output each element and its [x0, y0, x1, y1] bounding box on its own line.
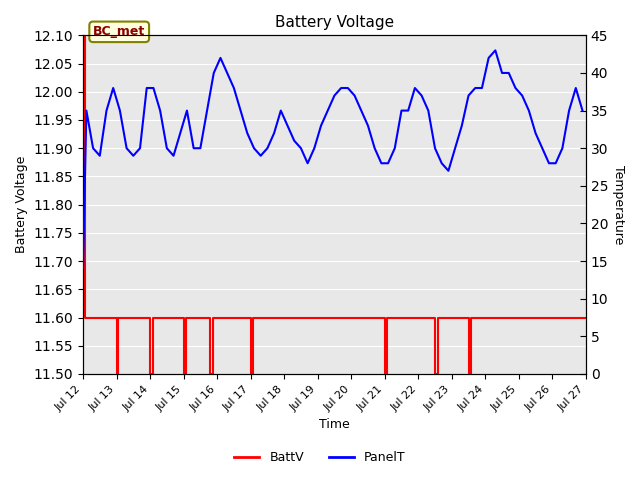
X-axis label: Time: Time — [319, 419, 350, 432]
Title: Battery Voltage: Battery Voltage — [275, 15, 394, 30]
Text: BC_met: BC_met — [93, 25, 145, 38]
Y-axis label: Temperature: Temperature — [612, 165, 625, 244]
Y-axis label: Battery Voltage: Battery Voltage — [15, 156, 28, 253]
Legend: BattV, PanelT: BattV, PanelT — [229, 446, 411, 469]
